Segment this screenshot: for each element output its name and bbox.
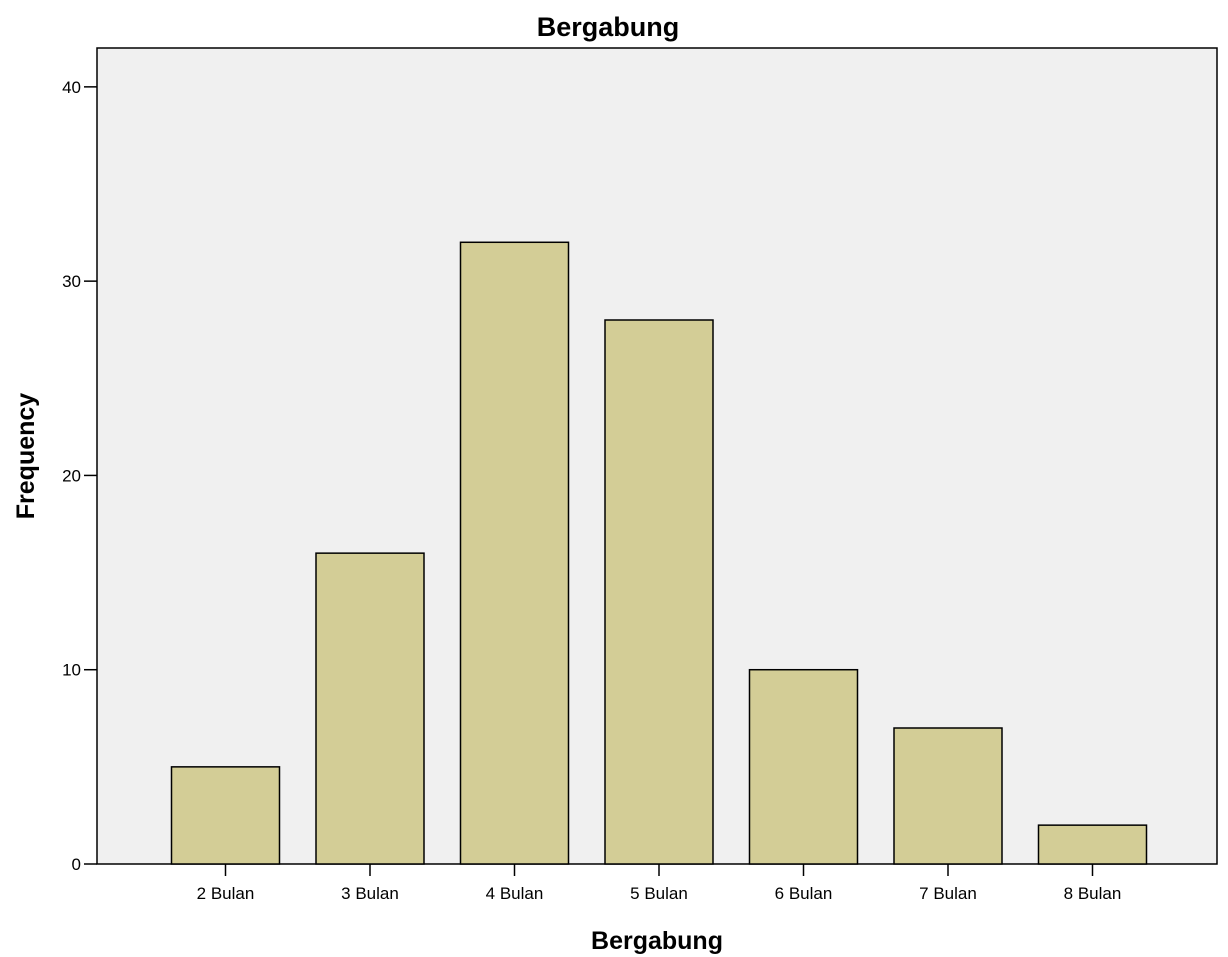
x-axis-label: Bergabung: [591, 927, 723, 955]
x-tick-label-4: 5 Bulan: [630, 884, 688, 903]
bar-2-bulan: [170, 766, 281, 865]
bars-group: [170, 241, 1148, 865]
x-tick-label-6: 7 Bulan: [919, 884, 977, 903]
chart-title: Bergabung: [537, 12, 680, 42]
y-tick-label-40: 40: [62, 78, 81, 97]
y-tick-label-20: 20: [62, 466, 81, 485]
x-tick-label-2: 3 Bulan: [341, 884, 399, 903]
bar-8-bulan: [1037, 824, 1148, 865]
x-tick-label-5: 6 Bulan: [775, 884, 833, 903]
y-tick-label-10: 10: [62, 661, 81, 680]
y-tick-label-0: 0: [72, 855, 81, 874]
bar-7-bulan: [893, 727, 1003, 865]
bar-4-bulan: [459, 241, 570, 865]
bar-5-bulan: [604, 319, 714, 865]
x-tick-label-1: 2 Bulan: [197, 884, 255, 903]
x-tick-label-7: 8 Bulan: [1064, 884, 1122, 903]
y-axis-label: Frequency: [12, 393, 40, 520]
y-axis: 0 10 20 30 40: [62, 78, 97, 874]
bar-3-bulan: [315, 552, 425, 865]
x-tick-label-3: 4 Bulan: [486, 884, 544, 903]
bar-6-bulan: [748, 668, 859, 865]
x-axis: 2 Bulan 3 Bulan 4 Bulan 5 Bulan 6 Bulan 7 Bul…: [197, 864, 1122, 903]
y-tick-label-30: 30: [62, 272, 81, 291]
